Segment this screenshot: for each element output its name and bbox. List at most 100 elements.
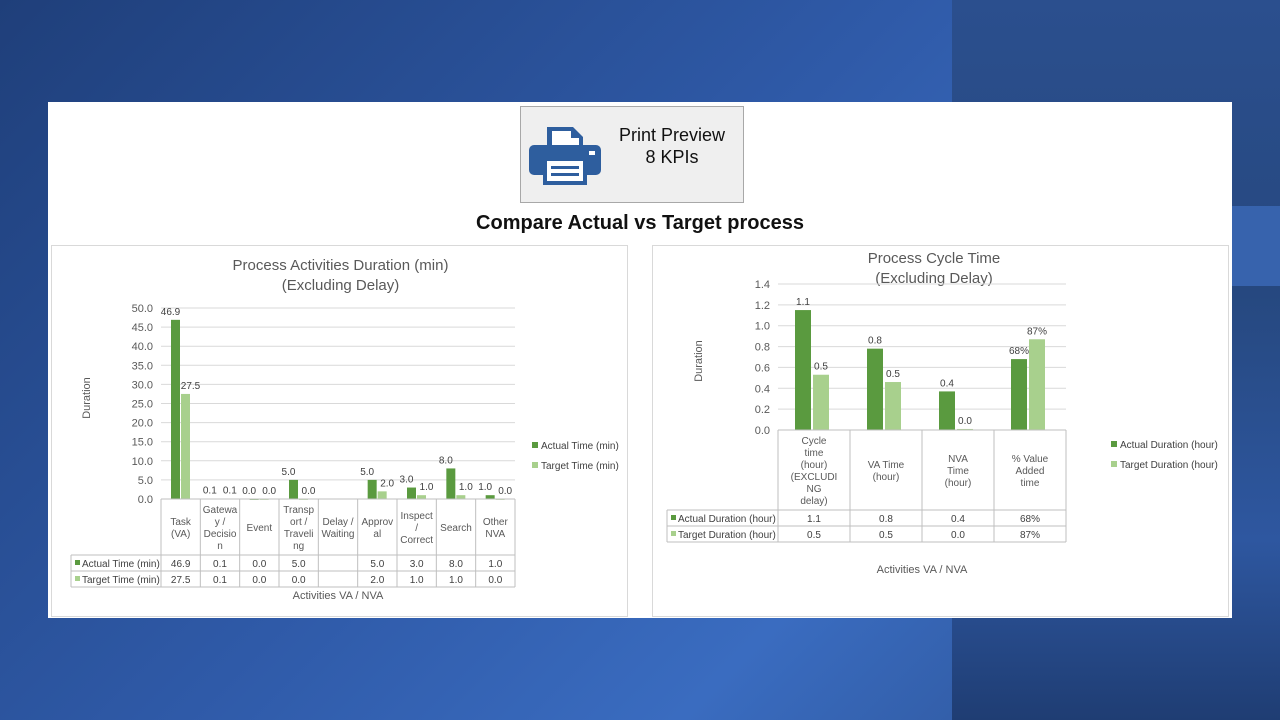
y-tick-label: 10.0: [132, 456, 153, 468]
activities-duration-plot: 0.0 5.0 10.0 15.0 20.0 25.0 30.0 35.0 40.0 45.0 50…: [70, 303, 619, 602]
category-label: VA Time (hour): [868, 460, 905, 483]
data-label: 0.1: [223, 486, 237, 497]
data-label: 68%: [1009, 346, 1029, 357]
table-value: 0.0: [252, 575, 266, 586]
data-label: 0.0: [958, 416, 972, 427]
y-tick-label: 25.0: [132, 399, 153, 411]
chart-subtitle: (Excluding Delay): [281, 277, 400, 294]
y-tick-label: 40.0: [132, 341, 153, 353]
data-label: 0.4: [940, 378, 954, 389]
data-label: 1.0: [478, 482, 492, 493]
legend-key: [532, 462, 538, 468]
kpi-count-label: 8 KPIs: [645, 147, 699, 167]
table-value: 1.0: [488, 559, 502, 570]
category-label: Delay / Waiting: [322, 517, 355, 540]
y-tick-label: 0.8: [755, 342, 770, 354]
bar: [367, 479, 377, 499]
bar: [377, 491, 387, 499]
bar: [181, 393, 190, 499]
data-label: 87%: [1027, 326, 1047, 337]
category-label: Gatewa y / Decisio n: [203, 505, 238, 552]
y-tick-label: 35.0: [132, 360, 153, 372]
chart-title: Process Activities Duration (min): [232, 257, 449, 274]
data-label: 0.5: [814, 362, 828, 373]
table-value: 0.5: [879, 530, 893, 541]
bar: [867, 348, 883, 430]
data-label: 27.5: [181, 381, 201, 392]
table-value: 0.0: [252, 559, 266, 570]
table-value: 8.0: [449, 559, 463, 570]
y-tick-label: 1.4: [755, 279, 770, 291]
table-value: 0.1: [213, 559, 227, 570]
table-value: 0.0: [488, 575, 502, 586]
bar: [417, 495, 426, 499]
y-tick-label: 0.4: [755, 383, 770, 395]
data-label: 5.0: [282, 467, 296, 478]
legend-key: [1111, 461, 1117, 467]
cycle-time-chart: Process Cycle Time (Excluding Delay) 0.0…: [652, 245, 1229, 617]
y-tick-label: 0.2: [755, 404, 770, 416]
print-preview-button[interactable]: Print Preview 8 KPIs: [520, 106, 744, 203]
category-label: Inspect / Correct: [400, 511, 433, 546]
data-label: 5.0: [360, 467, 374, 478]
table-value: 5.0: [370, 559, 384, 570]
y-axis-title: Duration: [81, 377, 93, 419]
data-label: 46.9: [161, 307, 181, 318]
table-legend-key: [75, 576, 80, 581]
y-tick-label: 50.0: [132, 303, 153, 315]
table-value: 87%: [1020, 530, 1040, 541]
table-legend-key: [671, 515, 676, 520]
category-label: Search: [440, 523, 472, 534]
data-label: 1.1: [796, 297, 810, 308]
table-legend-key: [75, 560, 80, 565]
category-label: Transp ort / Traveli ng: [283, 505, 314, 552]
chart-title: Process Cycle Time: [867, 250, 1001, 267]
data-label: 2.0: [380, 478, 394, 489]
table-series-name: Actual Time (min): [82, 559, 160, 570]
table-series-name: Target Duration (hour): [678, 530, 776, 541]
table-value: 3.0: [410, 559, 424, 570]
print-preview-label: Print Preview: [618, 125, 726, 145]
legend-label: Target Time (min): [541, 461, 619, 472]
table-value: 1.0: [410, 575, 424, 586]
y-tick-label: 0.0: [755, 425, 770, 437]
data-label: 1.0: [420, 482, 434, 493]
bar: [485, 495, 495, 499]
table-value: 0.4: [951, 514, 965, 525]
legend-key: [532, 442, 538, 448]
table-value: 5.0: [292, 559, 306, 570]
table-value: 2.0: [370, 575, 384, 586]
background-strip: [1232, 206, 1280, 286]
y-tick-label: 1.0: [755, 321, 770, 333]
y-axis-title: Duration: [693, 340, 705, 382]
data-label: 0.0: [242, 486, 256, 497]
bar: [407, 487, 416, 499]
data-label: 3.0: [400, 475, 414, 486]
table-value: 0.8: [879, 514, 893, 525]
category-label: NVA Time (hour): [945, 454, 972, 489]
data-label: 0.1: [203, 486, 217, 497]
data-label: 0.0: [302, 486, 316, 497]
y-tick-label: 30.0: [132, 379, 153, 391]
category-label: Event: [247, 523, 273, 534]
table-value: 46.9: [171, 559, 191, 570]
table-value: 0.0: [292, 575, 306, 586]
bar: [446, 468, 456, 499]
bar: [456, 495, 466, 499]
bar: [885, 382, 901, 430]
table-value: 1.0: [449, 575, 463, 586]
page-title: Compare Actual vs Target process: [476, 212, 804, 234]
bar: [813, 374, 829, 430]
category-label: Cycle time (hour) (EXCLUDI NG delay): [791, 436, 838, 507]
table-value: 0.1: [213, 575, 227, 586]
table-value: 68%: [1020, 514, 1040, 525]
category-label: Task (VA): [170, 517, 192, 540]
legend-label: Actual Time (min): [541, 441, 619, 452]
y-tick-label: 0.0: [138, 494, 153, 506]
bar: [1029, 339, 1045, 430]
table-value: 0.0: [951, 530, 965, 541]
y-tick-label: 15.0: [132, 437, 153, 449]
bar: [795, 310, 811, 430]
cycle-time-plot: 0.0 0.2 0.4 0.6 0.8 1.0 1.2 1.4 Duration 1.1 0.5 0.…: [666, 279, 1218, 576]
bar: [1011, 359, 1027, 430]
